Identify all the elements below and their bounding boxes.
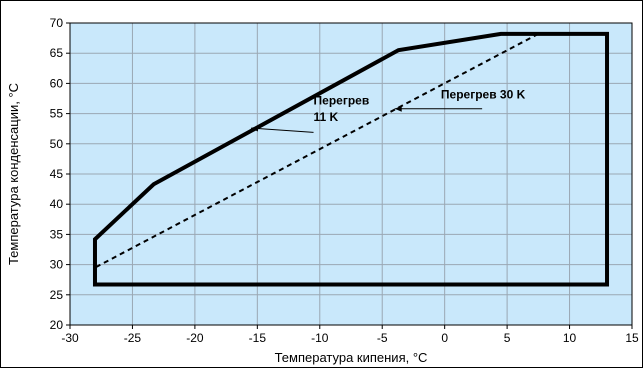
plot-frame: [69, 22, 633, 326]
annotation-arrowhead: [251, 125, 259, 132]
annotation-arrowhead: [394, 105, 402, 112]
series-layer: [92, 31, 610, 287]
y-tick-label: 35: [50, 227, 64, 241]
x-tick-label: -15: [249, 331, 267, 345]
x-tick-label: -10: [311, 331, 329, 345]
x-axis-title: Температура кипения, °C: [275, 350, 428, 365]
y-tick-label: 40: [50, 197, 64, 211]
x-tick-label: 5: [504, 331, 511, 345]
x-tick-label: -5: [377, 331, 388, 345]
x-tick-label: 0: [441, 331, 448, 345]
annotation-label: Перегрев: [314, 94, 370, 108]
x-tick-label: -20: [186, 331, 204, 345]
series-line-superheat-30k: [93, 32, 539, 285]
tick-marks: [66, 22, 633, 329]
y-tick-labels: 20 25 30 35 40 45 50 55 60 65 70: [50, 16, 64, 332]
x-tick-label: -25: [124, 331, 142, 345]
annotation-arrow-line: [251, 127, 314, 133]
series-line-superheat-11k: [92, 31, 610, 287]
y-tick-label: 55: [50, 107, 64, 121]
x-tick-label: 10: [563, 331, 577, 345]
y-tick-label: 20: [50, 318, 64, 332]
y-tick-label: 30: [50, 258, 64, 272]
y-tick-label: 60: [50, 76, 64, 90]
x-tick-label: -30: [61, 331, 79, 345]
y-tick-label: 45: [50, 167, 64, 181]
y-tick-label: 50: [50, 137, 64, 151]
y-axis-title: Температура конденсации, °C: [6, 83, 21, 265]
x-tick-labels: -30 -25 -20 -15 -10 -5 0 5 10 15: [61, 331, 639, 345]
x-tick-label: 15: [625, 331, 639, 345]
y-tick-label: 65: [50, 46, 64, 60]
annotation-label: Перегрев 30 K: [441, 88, 526, 102]
y-tick-label: 25: [50, 288, 64, 302]
annotations: Перегрев 11 K Перегрев 30 K: [251, 88, 526, 133]
annotation-label: 11 K: [314, 110, 339, 124]
y-tick-label: 70: [50, 16, 64, 30]
